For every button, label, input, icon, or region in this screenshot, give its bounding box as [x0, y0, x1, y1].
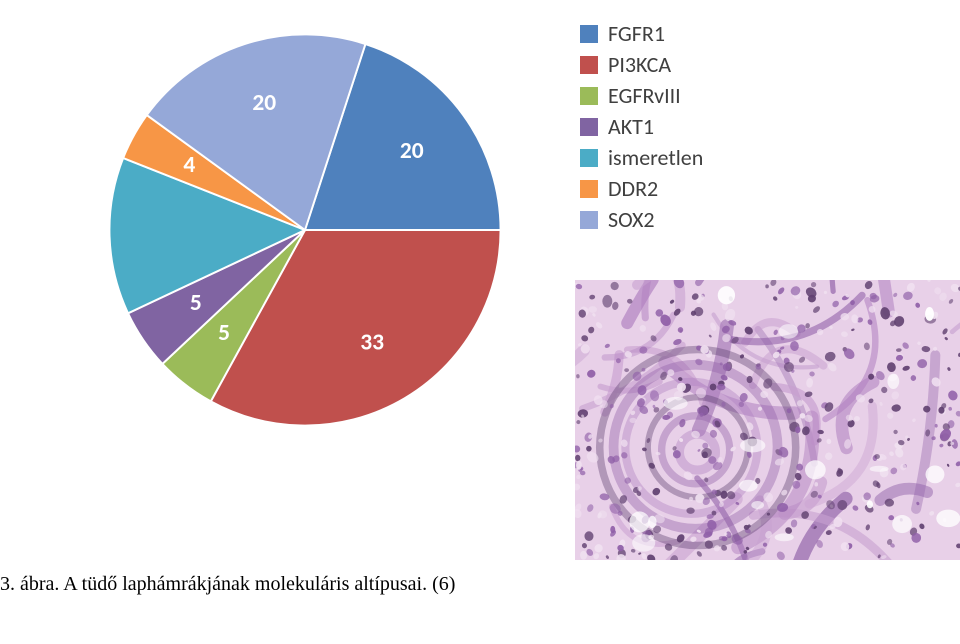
- pie-slice-label: 20: [252, 89, 276, 117]
- legend-label: SOX2: [608, 206, 655, 233]
- legend-label: DDR2: [608, 175, 658, 202]
- legend-item: AKT1: [580, 113, 703, 140]
- legend-label: EGFRvIII: [608, 82, 681, 109]
- pie-slice-label: 4: [183, 151, 195, 179]
- legend-swatch: [580, 149, 598, 167]
- legend-label: FGFR1: [608, 20, 665, 47]
- legend-item: FGFR1: [580, 20, 703, 47]
- legend-item: DDR2: [580, 175, 703, 202]
- legend-swatch: [580, 56, 598, 74]
- chart-legend: FGFR1 PI3KCA EGFRvIII AKT1 ismeretlen DDR2 SOX…: [580, 20, 703, 233]
- pie-slice-label: 20: [400, 137, 424, 165]
- legend-swatch: [580, 87, 598, 105]
- legend-label: AKT1: [608, 113, 654, 140]
- legend-swatch: [580, 180, 598, 198]
- legend-label: PI3KCA: [608, 51, 671, 78]
- histology-texture: [575, 280, 960, 560]
- legend-item: EGFRvIII: [580, 82, 703, 109]
- legend-item: ismeretlen: [580, 144, 703, 171]
- pie-slice-label: 5: [190, 289, 202, 317]
- legend-label: ismeretlen: [608, 144, 703, 171]
- legend-swatch: [580, 118, 598, 136]
- pie-chart-svg: 20 33 55 4 20: [80, 10, 530, 450]
- figure-caption: 3. ábra. A tüdő laphámrákjának molekulár…: [0, 573, 455, 596]
- legend-item: PI3KCA: [580, 51, 703, 78]
- legend-swatch: [580, 211, 598, 229]
- pie-slice-label: 33: [360, 328, 384, 356]
- pie-slice-label: 5: [218, 319, 230, 347]
- legend-item: SOX2: [580, 206, 703, 233]
- legend-swatch: [580, 25, 598, 43]
- pie-chart: 20 33 55 4 20: [80, 10, 530, 450]
- histology-image: [575, 280, 960, 560]
